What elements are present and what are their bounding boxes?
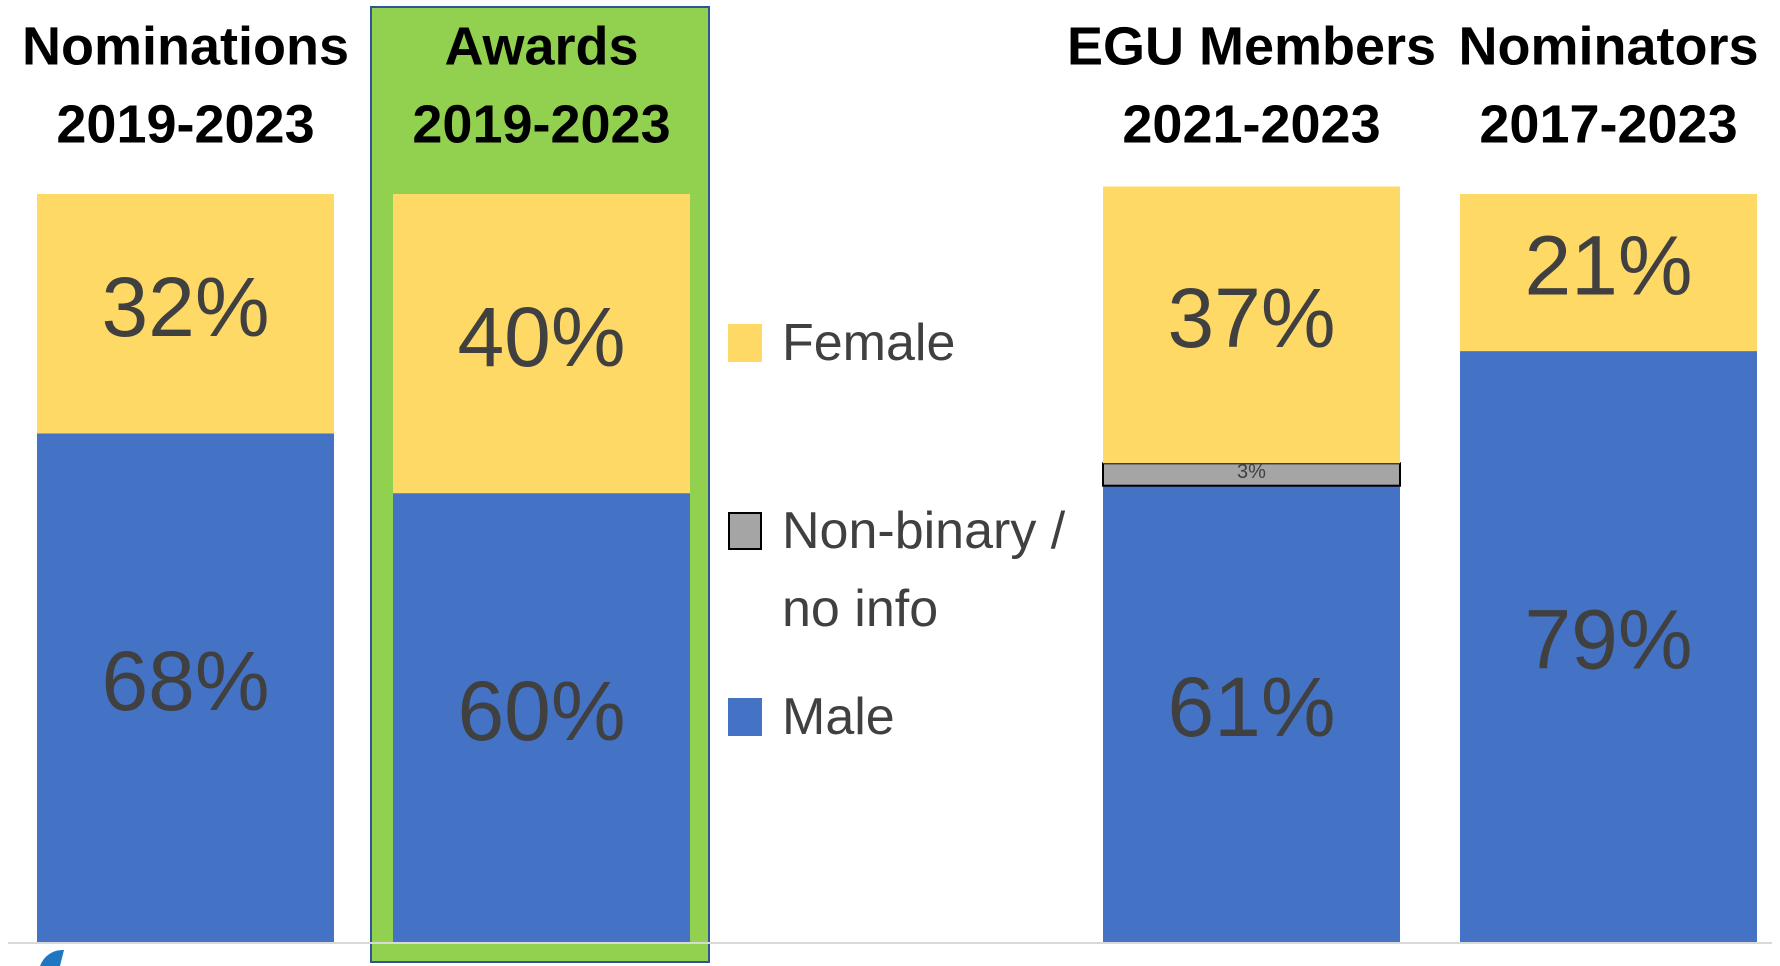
bar-segment xyxy=(1103,186,1400,464)
category-label: Awards xyxy=(444,16,638,76)
category-label: Nominators xyxy=(1458,16,1758,76)
value-label: 40% xyxy=(457,290,625,384)
value-label: 61% xyxy=(1167,660,1335,754)
category-label: 2021-2023 xyxy=(1122,94,1380,154)
legend-label: Male xyxy=(782,688,895,746)
legend-label: Female xyxy=(782,314,956,372)
value-label: 3% xyxy=(1237,461,1266,483)
bar-segment xyxy=(37,433,334,942)
value-label: 37% xyxy=(1167,271,1335,365)
value-label: 79% xyxy=(1524,593,1692,687)
legend-swatch xyxy=(728,698,762,736)
category-label: Nominations xyxy=(22,16,349,76)
bar-segment xyxy=(1103,485,1400,942)
value-label: 68% xyxy=(101,634,269,728)
logo-fragment xyxy=(40,949,64,966)
bar-segment xyxy=(37,194,334,434)
legend-item: Female xyxy=(728,312,1112,382)
value-label: 21% xyxy=(1524,219,1692,313)
legend-swatch xyxy=(728,512,762,550)
category-label: 2019-2023 xyxy=(412,94,670,154)
bar-segment xyxy=(1460,351,1757,943)
value-label: 32% xyxy=(101,260,269,354)
legend-item: Male xyxy=(728,686,1112,756)
category-label: EGU Members xyxy=(1067,16,1436,76)
bar-segment xyxy=(393,194,690,494)
category-label: 2017-2023 xyxy=(1479,94,1737,154)
legend-swatch xyxy=(728,324,762,362)
legend-item: Non-binary / no info xyxy=(728,500,1112,648)
bar-segment xyxy=(393,493,690,942)
bar-segment xyxy=(1460,194,1757,352)
legend-label: Non-binary / no info xyxy=(782,502,1066,638)
category-label: 2019-2023 xyxy=(56,94,314,154)
value-label: 60% xyxy=(457,664,625,758)
